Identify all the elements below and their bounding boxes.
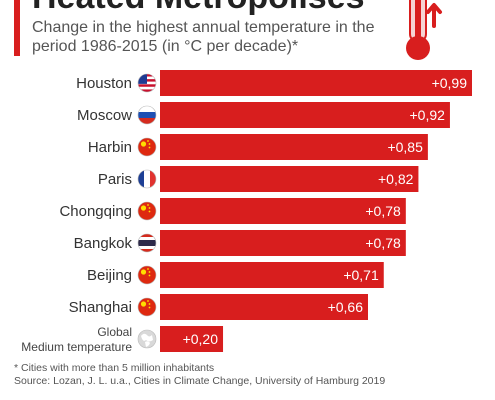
bar <box>160 326 224 352</box>
footnote-note: * Cities with more than 5 million inhabi… <box>14 362 215 374</box>
category-label: Harbin <box>88 139 132 156</box>
category-label: Shanghai <box>69 299 132 316</box>
bar <box>160 262 384 288</box>
bar <box>160 102 450 128</box>
category-label: Beijing <box>87 267 132 284</box>
value-label: +0,82 <box>378 171 414 187</box>
value-label: +0,78 <box>365 203 401 219</box>
category-label: Bangkok <box>74 235 133 252</box>
value-label: +0,20 <box>183 331 219 347</box>
chart-subtitle: Change in the highest annual temperature… <box>32 19 375 55</box>
value-label: +0,71 <box>343 267 379 283</box>
thermometer-icon <box>406 0 442 60</box>
bar <box>160 230 406 256</box>
value-label: +0,85 <box>387 139 423 155</box>
russia-flag-icon <box>137 105 157 125</box>
category-label: Medium temperature <box>21 340 132 354</box>
us-flag-icon <box>137 73 157 93</box>
thailand-flag-icon <box>137 233 157 253</box>
china-flag-icon <box>137 201 157 221</box>
category-label: Paris <box>98 171 132 188</box>
category-label: Moscow <box>77 107 132 124</box>
footnote: * Cities with more than 5 million inhabi… <box>14 362 385 388</box>
source-note: Source: Lozan, J. L. u.a., Cities in Cli… <box>14 375 386 387</box>
category-label: Global <box>97 325 132 339</box>
globe-icon <box>137 329 157 349</box>
value-label: +0,78 <box>365 235 401 251</box>
bar <box>160 70 472 96</box>
chart-title: Heated Metropolises <box>32 0 365 17</box>
accent-bar <box>14 0 20 56</box>
china-flag-icon <box>137 265 157 285</box>
france-flag-icon <box>137 169 157 189</box>
bar <box>160 166 419 192</box>
bar-chart: +0,99 Houston +0,92 Moscow +0,85 Harbin +0,82 P… <box>21 70 472 354</box>
china-flag-icon <box>137 137 157 157</box>
value-label: +0,92 <box>410 107 446 123</box>
bar <box>160 294 368 320</box>
bar <box>160 134 428 160</box>
category-label: Houston <box>76 75 132 92</box>
value-label: +0,66 <box>328 299 364 315</box>
category-label: Chongqing <box>59 203 132 220</box>
value-label: +0,99 <box>432 75 468 91</box>
bar <box>160 198 406 224</box>
china-flag-icon <box>137 297 157 317</box>
